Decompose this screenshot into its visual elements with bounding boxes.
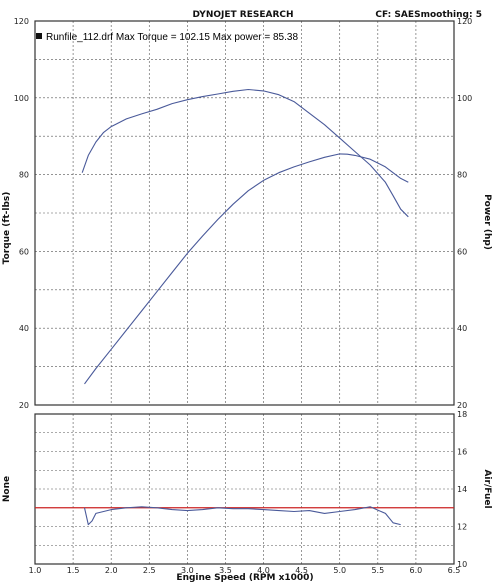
torque-tick-label: 20 — [19, 401, 29, 410]
rpm-tick-label: 2.5 — [143, 566, 156, 575]
legend-run-label: Runfile_112.drf Max Torque = 102.15 Max … — [46, 32, 298, 43]
power-tick-label: 20 — [457, 401, 467, 410]
top-grid — [34, 20, 455, 406]
rpm-axis-label: Engine Speed (RPM x1000) — [176, 573, 313, 583]
bottom-grid — [34, 413, 455, 565]
bottom-plot-frame — [34, 413, 455, 565]
torque-axis-ticks: 20 40 60 80 100 120 — [14, 17, 29, 410]
cf-label: CF: SAE — [375, 10, 414, 20]
torque-axis-label: Torque (ft-lbs) — [2, 192, 12, 265]
rpm-tick-label: 5.0 — [333, 566, 346, 575]
none-axis-label: None — [2, 476, 12, 502]
torque-tick-label: 60 — [19, 247, 29, 256]
rpm-tick-label: 4.5 — [295, 566, 308, 575]
torque-tick-label: 120 — [14, 17, 29, 26]
rpm-tick-label: 4.0 — [257, 566, 270, 575]
torque-tick-label: 40 — [19, 324, 29, 333]
torque-power-plot: 20 40 60 80 100 120 20 40 60 80 100 120 Runfile_11… — [2, 17, 492, 410]
power-tick-label: 120 — [457, 17, 472, 26]
air-fuel-curve — [83, 506, 401, 526]
smoothing-label: Smoothing: 5 — [414, 10, 482, 20]
rpm-tick-label: 3.0 — [181, 566, 194, 575]
torque-tick-label: 80 — [19, 171, 29, 180]
top-series-group — [81, 88, 409, 385]
rpm-tick-label: 6.5 — [448, 566, 461, 575]
rpm-tick-label: 1.5 — [67, 566, 80, 575]
air-fuel-tick-label: 14 — [457, 485, 467, 494]
power-axis-label: Power (hp) — [482, 194, 492, 250]
power-tick-label: 40 — [457, 324, 467, 333]
power-axis-ticks: 20 40 60 80 100 120 — [457, 17, 472, 410]
rpm-tick-label: 3.5 — [219, 566, 232, 575]
power-tick-label: 100 — [457, 94, 472, 103]
chart-title: DYNOJET RESEARCH — [192, 10, 293, 20]
rpm-tick-label: 1.0 — [29, 566, 42, 575]
air-fuel-axis-ticks: 10 12 14 16 18 — [457, 410, 467, 569]
bottom-series-group — [35, 506, 454, 526]
torque-tick-label: 100 — [14, 94, 29, 103]
power-tick-label: 80 — [457, 171, 467, 180]
power-curve — [84, 153, 409, 385]
air-fuel-tick-label: 12 — [457, 523, 467, 532]
air-fuel-tick-label: 16 — [457, 448, 467, 457]
torque-curve — [81, 88, 409, 218]
rpm-tick-label: 2.0 — [105, 566, 118, 575]
rpm-tick-label: 5.5 — [371, 566, 384, 575]
power-tick-label: 60 — [457, 247, 467, 256]
air-fuel-axis-label: Air/Fuel — [482, 469, 492, 508]
legend-swatch — [36, 33, 42, 39]
top-plot-frame — [34, 20, 455, 406]
air-fuel-tick-label: 18 — [457, 410, 467, 419]
rpm-axis-ticks: 1.0 1.5 2.0 2.5 3.0 3.5 4.0 4.5 5.0 5.5 6.0 6.5 — [29, 566, 461, 575]
rpm-tick-label: 6.0 — [410, 566, 423, 575]
air-fuel-tick-label: 10 — [457, 560, 467, 569]
air-fuel-plot: 10 12 14 16 18 None Air/Fuel — [2, 410, 492, 569]
